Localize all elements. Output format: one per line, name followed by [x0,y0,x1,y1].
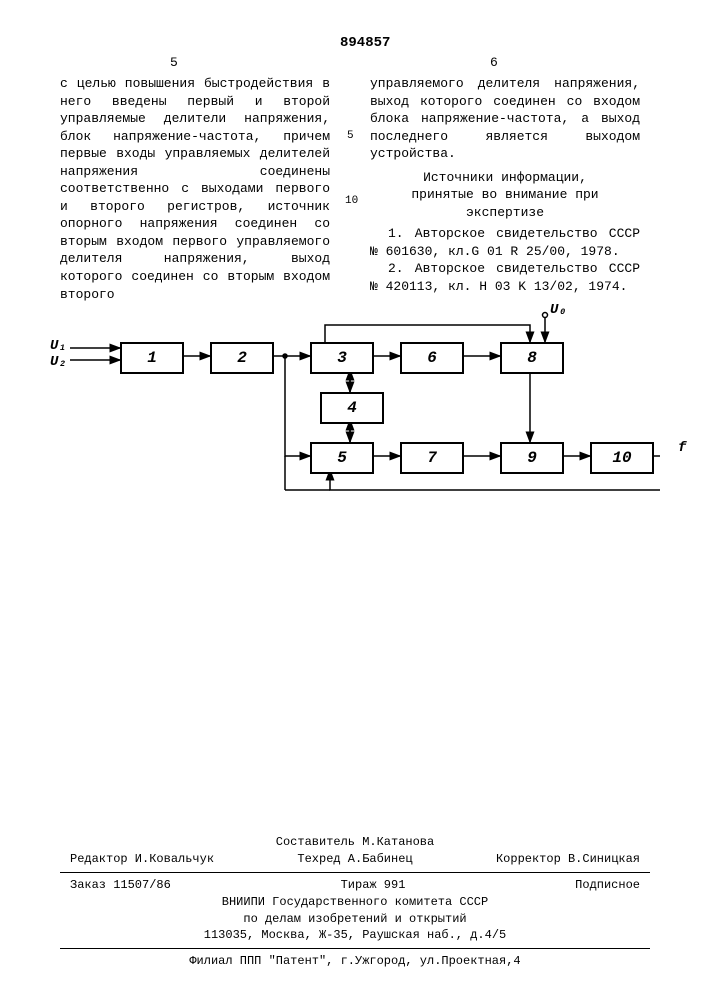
col-left-label: 5 [170,55,178,70]
footer-corrector: Корректор В.Синицкая [496,851,640,868]
footer-editor: Редактор И.Ковальчук [70,851,214,868]
footer-address: 113035, Москва, Ж-35, Раушская наб., д.4… [60,927,650,944]
block-2: 2 [210,342,274,374]
block-5: 5 [310,442,374,474]
input-u2-label: U₂ [50,354,67,370]
block-7: 7 [400,442,464,474]
col-right-label: 6 [490,55,498,70]
footer-org1: ВНИИПИ Государственного комитета СССР [60,894,650,911]
footer-org2: по делам изобретений и открытий [60,911,650,928]
line-marker-5: 5 [347,130,354,142]
source-2: 2. Авторское свидетельство СССР № 420113… [370,260,640,295]
footer-order: Заказ 11507/86 [70,877,171,894]
left-column: с целью повышения быстродействия в него … [60,75,330,303]
source-1: 1. Авторское свидетельство СССР № 601630… [370,225,640,260]
block-diagram: U₁ U₂ U₀ f 1 2 3 4 5 6 7 8 9 10 [50,300,660,530]
output-f-label: f [678,440,686,456]
footer-tirazh: Тираж 991 [341,877,406,894]
block-8: 8 [500,342,564,374]
footer-podpisnoe: Подписное [575,877,640,894]
footer-divider-1 [60,872,650,873]
input-u1-label: U₁ [50,338,67,354]
right-column: управляемого делителя напряжения, выход … [370,75,640,296]
footer-branch: Филиал ППП "Патент", г.Ужгород, ул.Проек… [60,953,650,970]
footer: Составитель М.Катанова Редактор И.Коваль… [60,834,650,970]
block-6: 6 [400,342,464,374]
footer-compiler: Составитель М.Катанова [60,834,650,851]
block-3: 3 [310,342,374,374]
block-10: 10 [590,442,654,474]
footer-divider-2 [60,948,650,949]
block-4: 4 [320,392,384,424]
block-9: 9 [500,442,564,474]
sources-heading: Источники информации, принятые во вниман… [370,169,640,222]
footer-teched: Техред А.Бабинец [297,851,412,868]
line-marker-10: 10 [345,195,358,207]
block-1: 1 [120,342,184,374]
patent-number: 894857 [340,35,390,51]
input-u0-label: U₀ [550,302,567,318]
right-column-text: управляемого делителя напряжения, выход … [370,76,640,161]
